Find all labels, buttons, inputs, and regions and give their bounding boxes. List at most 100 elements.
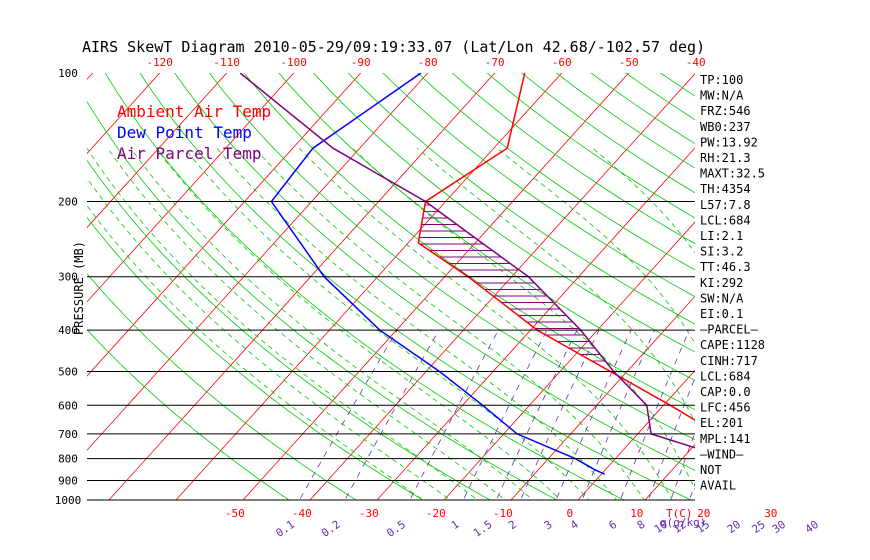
dry-adiabat-line [347, 73, 695, 325]
moist-adiabat-line [848, 148, 865, 509]
bottom-temp-tick-label: 0 [567, 507, 574, 520]
dry-adiabat-line [278, 73, 695, 381]
dry-adiabat-line [104, 73, 625, 500]
stat-line: —WIND— [700, 447, 744, 461]
top-temp-tick-label: -110 [213, 56, 240, 69]
dry-adiabat-line [417, 73, 695, 271]
pressure-tick-label: 500 [58, 365, 78, 378]
pressure-tick-label: 700 [58, 428, 78, 441]
dry-adiabat-line [521, 73, 695, 194]
stat-line: EI:0.1 [700, 307, 743, 321]
moist-adiabat-line [155, 147, 562, 500]
isotherm-lines [0, 53, 870, 509]
stat-line: CINH:717 [700, 354, 758, 368]
mixing-ratio-label: 12 [670, 518, 688, 536]
stat-line: AVAIL [700, 479, 736, 493]
mixing-ratio-line [670, 431, 695, 500]
bottom-temp-tick-label: -40 [292, 507, 312, 520]
pressure-tick-label: 900 [58, 474, 78, 487]
stat-line: CAP:0.0 [700, 385, 751, 399]
stat-line: LFC:456 [700, 401, 751, 415]
bottom-temp-unit: T(C) [666, 507, 693, 520]
bottom-temp-tick-label: -10 [493, 507, 513, 520]
legend-entry: Dew Point Temp [117, 123, 252, 142]
dry-adiabat-line [659, 73, 695, 97]
mixing-ratio-label: 2 [506, 518, 519, 532]
dry-adiabat-line [768, 54, 870, 510]
mixing-ratio-line [344, 329, 440, 500]
mixing-ratio-label: 1 [449, 518, 462, 532]
dry-adiabat-line [87, 273, 357, 500]
dry-adiabat-line [87, 216, 424, 500]
top-temp-tick-label: -40 [686, 56, 706, 69]
isotherm-line [175, 73, 563, 500]
dry-adiabat-lines [87, 54, 870, 510]
mixing-ratio-label: 15 [694, 518, 712, 536]
stat-line: WB0:237 [700, 120, 751, 134]
mixing-ratio-label: 10 [652, 518, 670, 536]
mixing-ratio-label: 20 [725, 518, 743, 536]
top-temp-tick-label: -60 [552, 56, 572, 69]
stat-line: TH:4354 [700, 182, 751, 196]
dry-adiabat-line [801, 54, 870, 510]
bottom-temp-tick-label: -50 [225, 507, 245, 520]
mixing-ratio-label: 8 [635, 518, 648, 532]
isotherm-line [87, 73, 228, 229]
isotherm-line [108, 73, 496, 500]
stat-line: MAXT:32.5 [700, 167, 765, 181]
dry-adiabat-line [835, 54, 870, 510]
mixing-ratio-line [462, 329, 548, 500]
pressure-tick-label: 100 [58, 67, 78, 80]
moist-adiabat-line [352, 147, 695, 491]
mixing-ratio-label: 3 [542, 518, 555, 532]
dry-adiabat-line [734, 54, 870, 510]
moist-adiabat-line [130, 147, 534, 500]
mixing-ratio-label: 4 [568, 518, 581, 533]
y-axis-label: PRESSURE (MB) [72, 241, 86, 335]
ambient-line [417, 73, 695, 421]
isotherm-line [838, 53, 870, 509]
mixing-ratio-lines [298, 329, 840, 509]
stat-line: L57:7.8 [700, 198, 751, 212]
dry-adiabat-line [87, 329, 290, 500]
top-temp-tick-label: -90 [351, 56, 371, 69]
isotherm-line [0, 53, 43, 509]
dry-adiabat-line [87, 100, 558, 500]
isotherm-line [510, 295, 695, 500]
mixing-ratio-label: 6 [606, 518, 619, 532]
mixing-ratio-line [555, 329, 632, 500]
stat-line: —PARCEL— [700, 323, 759, 337]
moist-adiabat-line [107, 147, 506, 500]
dry-adiabat-line [382, 73, 695, 298]
legend-entry: Ambient Air Temp [117, 102, 271, 121]
bottom-temp-tick-label: 20 [697, 507, 710, 520]
legend-entry: Air Parcel Temp [117, 144, 262, 163]
moist-adiabat-line [781, 148, 838, 509]
dry-adiabat-line [694, 73, 695, 74]
isotherm-line [309, 73, 695, 500]
isotherm-line [771, 53, 870, 509]
pressure-tick-label: 1000 [55, 494, 82, 507]
stat-line: SW:N/A [700, 291, 744, 305]
stat-line: PW:13.92 [700, 135, 758, 149]
mixing-ratio-label: 30 [770, 518, 788, 536]
stat-line: RH:21.3 [700, 151, 751, 165]
isotherm-line [577, 369, 695, 500]
top-temp-tick-label: -120 [146, 56, 173, 69]
dry-adiabat-line [312, 73, 695, 353]
isotherm-line [242, 73, 630, 500]
stat-line: LCL:684 [700, 369, 751, 383]
mixing-ratio-label: 0.2 [319, 518, 343, 540]
stat-line: CAPE:1128 [700, 338, 765, 352]
dry-adiabat-line [243, 73, 695, 411]
isotherm-line [443, 221, 695, 500]
mixing-ratio-line [786, 330, 840, 509]
mixing-ratio-unit: q(g/kg) [660, 516, 706, 529]
dry-adiabat-line [87, 159, 491, 500]
bottom-temp-tick-label: -30 [359, 507, 379, 520]
top-temp-tick-label: -70 [485, 56, 505, 69]
stat-line: MPL:141 [700, 432, 751, 446]
top-temp-tick-label: -80 [418, 56, 438, 69]
